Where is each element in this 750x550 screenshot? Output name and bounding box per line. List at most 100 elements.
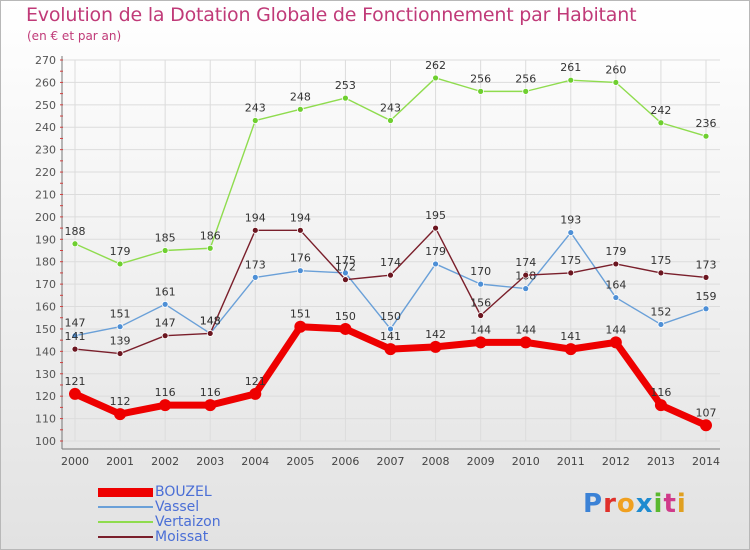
data-label-bouzel-2004: 121 [245,375,266,388]
data-point-vertaizon-2013 [657,119,665,127]
x-tick-label-2006: 2006 [331,455,359,468]
data-point-bouzel-2001 [114,408,127,421]
data-point-vertaizon-2003 [206,244,214,252]
data-label-bouzel-2002: 116 [155,386,176,399]
data-point-vassel-2008 [432,260,439,268]
data-point-moissat-2010 [522,271,530,279]
x-tick-label-2005: 2005 [286,455,314,468]
data-label-vassel-2000: 147 [65,317,86,330]
data-label-moissat-2003: 148 [200,314,221,327]
x-tick-label-2007: 2007 [377,455,405,468]
x-tick-label-2011: 2011 [557,455,585,468]
data-label-moissat-2012: 179 [605,245,626,258]
data-point-moissat-2012 [612,260,620,268]
x-tick-label-2008: 2008 [422,455,450,468]
data-point-vertaizon-2006 [342,94,349,102]
logo-letter: r [603,489,617,519]
data-point-bouzel-2003 [204,399,217,412]
data-label-vertaizon-2006: 253 [335,79,356,92]
data-label-vassel-2008: 179 [425,245,446,258]
data-label-moissat-2014: 173 [696,258,717,271]
data-point-vertaizon-2001 [116,260,124,268]
data-point-moissat-2007 [387,271,394,279]
logo-letter: i [676,489,687,519]
data-label-moissat-2010: 174 [515,256,536,269]
data-point-bouzel-2011 [564,343,577,356]
logo-letter: x [635,489,654,519]
logo-letter: i [653,489,664,519]
data-label-moissat-2005: 194 [290,211,311,224]
data-point-moissat-2005 [296,226,304,234]
data-point-bouzel-2004 [249,387,262,400]
data-point-moissat-2001 [116,350,124,357]
data-point-vassel-2012 [612,294,620,301]
x-tick-label-2000: 2000 [61,455,89,468]
y-tick-label-170: 170 [35,278,56,291]
y-tick-label-130: 130 [35,368,56,381]
y-tick-label-210: 210 [35,188,56,201]
data-label-bouzel-2005: 151 [290,308,311,321]
data-label-vassel-2003: 148 [200,314,221,327]
data-label-bouzel-2001: 112 [110,395,131,408]
data-label-vertaizon-2002: 185 [155,232,176,245]
x-tick-label-2004: 2004 [241,455,269,468]
data-point-vassel-2007 [387,325,394,333]
data-point-bouzel-2002 [159,399,172,412]
data-point-vertaizon-2002 [161,247,169,254]
data-point-moissat-2008 [432,224,439,232]
y-tick-label-180: 180 [35,256,56,269]
legend-swatch-vertaizon [98,521,153,523]
data-label-vertaizon-2005: 248 [290,90,311,103]
data-point-vassel-2009 [477,280,485,288]
data-label-bouzel-2011: 141 [560,330,581,343]
x-tick-label-2002: 2002 [151,455,179,468]
data-label-vertaizon-2000: 188 [65,225,86,238]
data-point-vertaizon-2004 [251,117,259,124]
data-point-vassel-2014 [702,305,710,313]
logo-letter: o [616,489,636,519]
data-label-moissat-2007: 174 [380,256,401,269]
data-label-moissat-2011: 175 [560,254,581,267]
x-tick-label-2014: 2014 [692,455,720,468]
data-point-bouzel-2012 [609,336,622,349]
data-label-bouzel-2003: 116 [200,386,221,399]
data-label-vertaizon-2014: 236 [696,117,717,130]
data-label-bouzel-2000: 121 [65,375,86,388]
y-tick-label-240: 240 [35,121,56,134]
data-label-vassel-2005: 176 [290,252,311,265]
data-label-moissat-2008: 195 [425,209,446,222]
data-label-vassel-2001: 151 [110,308,131,321]
data-point-moissat-2003 [206,330,214,337]
data-point-bouzel-2014 [700,419,712,432]
data-point-bouzel-2010 [519,336,532,349]
data-point-moissat-2004 [251,226,259,234]
data-label-vassel-2002: 161 [155,285,176,298]
data-point-vertaizon-2005 [296,105,304,113]
data-point-moissat-2006 [342,276,349,284]
data-point-vassel-2010 [522,285,530,293]
data-label-bouzel-2008: 142 [425,328,446,341]
data-point-vassel-2001 [116,323,124,331]
data-label-vassel-2013: 152 [650,305,671,318]
data-label-vertaizon-2013: 242 [650,104,671,117]
data-point-moissat-2013 [657,269,665,277]
data-label-vassel-2011: 193 [560,214,581,227]
data-label-moissat-2006: 172 [335,261,356,274]
y-tick-label-200: 200 [35,211,56,224]
data-point-moissat-2011 [567,269,575,277]
chart-title: Evolution de la Dotation Globale de Fonc… [26,4,637,26]
data-point-vassel-2005 [296,267,304,275]
x-tick-label-2012: 2012 [602,455,630,468]
data-point-vassel-2013 [657,321,665,328]
data-label-moissat-2000: 141 [65,330,86,343]
data-label-bouzel-2010: 144 [515,323,536,336]
logo-letter: t [663,489,677,519]
data-point-vertaizon-2009 [477,87,485,95]
data-point-vassel-2006 [342,269,349,277]
y-tick-label-270: 270 [35,54,56,67]
x-tick-label-2001: 2001 [106,455,134,468]
data-label-vassel-2014: 159 [696,290,717,303]
data-label-bouzel-2013: 116 [650,386,671,399]
legend-label-moissat: Moissat [155,529,209,545]
legend-label-vertaizon: Vertaizon [155,514,221,530]
